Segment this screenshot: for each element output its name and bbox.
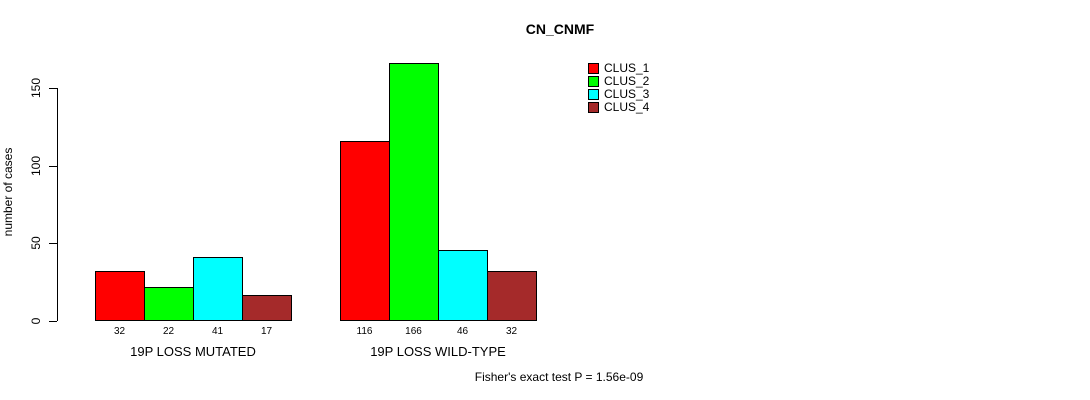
bar xyxy=(389,63,439,321)
bar-value-label: 17 xyxy=(260,326,273,337)
group-label: 19P LOSS MUTATED xyxy=(130,344,256,359)
bar-value-label: 32 xyxy=(505,326,518,337)
bar xyxy=(340,140,390,321)
legend-label: CLUS_3 xyxy=(604,87,650,101)
y-axis-tick xyxy=(49,88,57,89)
bar xyxy=(487,271,537,321)
legend-label: CLUS_4 xyxy=(604,100,650,114)
legend-label: CLUS_1 xyxy=(604,61,650,75)
bar-value-label: 22 xyxy=(162,326,175,337)
bar-value-label: 32 xyxy=(113,326,126,337)
y-axis-tick xyxy=(49,165,57,167)
legend-swatch xyxy=(588,76,599,87)
legend-swatch xyxy=(588,102,599,113)
y-axis-label: number of cases xyxy=(1,147,15,237)
y-axis-tick-label: 50 xyxy=(29,236,43,251)
legend-item: CLUS_1 xyxy=(588,61,650,75)
group-label: 19P LOSS WILD-TYPE xyxy=(370,344,506,359)
chart-title: CN_CNMF xyxy=(525,21,595,37)
bar-value-label: 46 xyxy=(456,326,469,337)
legend-label: CLUS_2 xyxy=(604,74,650,88)
y-axis-tick-label: 100 xyxy=(29,155,43,176)
bar xyxy=(144,286,194,321)
legend-item: CLUS_2 xyxy=(588,74,650,88)
y-axis-tick-label: 0 xyxy=(29,317,43,325)
y-axis-tick-label: 150 xyxy=(29,77,43,99)
legend-swatch xyxy=(588,63,599,74)
footnote: Fisher's exact test P = 1.56e-09 xyxy=(474,370,644,384)
bar-value-label: 116 xyxy=(356,326,373,337)
y-axis-tick xyxy=(49,243,57,245)
bar-value-label: 41 xyxy=(211,326,224,337)
bar xyxy=(438,249,488,321)
bar-value-label: 166 xyxy=(405,326,422,337)
legend-item: CLUS_3 xyxy=(588,87,650,101)
y-axis-tick xyxy=(49,321,57,322)
bar xyxy=(242,294,292,321)
bar xyxy=(193,257,243,321)
legend-item: CLUS_4 xyxy=(588,100,650,114)
bar xyxy=(95,271,145,321)
y-axis-line xyxy=(57,88,58,321)
legend-swatch xyxy=(588,89,599,100)
